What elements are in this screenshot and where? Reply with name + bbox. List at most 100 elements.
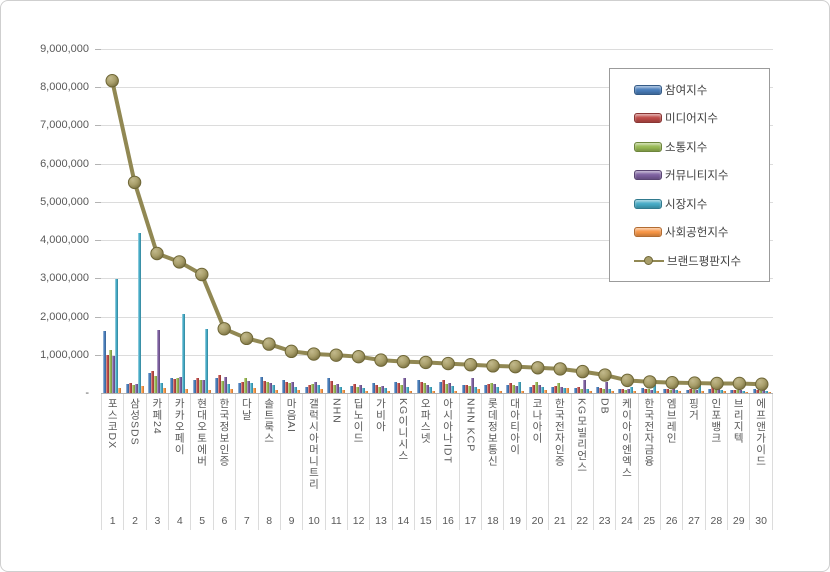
line-marker-24 — [620, 373, 635, 388]
bar-소통지수-6 — [221, 380, 225, 393]
bar-미디어지수-7 — [240, 381, 244, 393]
bar-시장지수-30 — [764, 391, 768, 393]
bar-사회공헌지수-7 — [252, 388, 256, 393]
category-label: NHN KCP — [464, 398, 477, 453]
bar-시장지수-16 — [451, 386, 455, 393]
bar-참여지수-18 — [484, 385, 487, 393]
bar-시장지수-28 — [720, 389, 723, 393]
line-marker-26 — [665, 375, 679, 390]
bar-시장지수-20 — [540, 387, 544, 393]
bar-소통지수-18 — [490, 383, 493, 393]
bar-미디어지수-23 — [599, 388, 602, 393]
category-rank: 26 — [665, 515, 678, 527]
legend-swatch — [634, 113, 662, 123]
line-marker-28 — [710, 376, 724, 391]
category-cell-30: 에프앤가이드 30 — [749, 394, 773, 530]
category-cell-22: KG모빌리언스 22 — [570, 394, 593, 530]
bar-시장지수-25 — [652, 385, 656, 393]
bar-시장지수-11 — [339, 387, 343, 393]
bar-미디어지수-15 — [419, 381, 423, 393]
gridline — [101, 240, 773, 242]
line-marker-17 — [463, 358, 478, 372]
bar-커뮤니티지수-15 — [425, 384, 429, 393]
category-cell-14: KG이니시스 14 — [391, 394, 415, 530]
bar-미디어지수-16 — [442, 380, 446, 393]
bar-시장지수-21 — [563, 388, 567, 393]
category-label: 가비아 — [374, 398, 387, 433]
legend-label: 커뮤니티지수 — [665, 170, 729, 182]
bar-커뮤니티지수-6 — [224, 376, 228, 393]
line-marker-7 — [239, 331, 254, 346]
category-rank: 6 — [221, 515, 228, 527]
y-axis-zero-label: - — [85, 387, 89, 399]
category-label: 에프앤가이드 — [754, 398, 767, 467]
category-label: 갤럭시아머니트리 — [307, 398, 320, 490]
bar-참여지수-7 — [237, 382, 241, 393]
bar-참여지수-24 — [618, 389, 622, 393]
category-rank: 29 — [732, 515, 745, 527]
category-label: 코나아이 — [531, 398, 543, 444]
legend-swatch — [634, 141, 662, 152]
bar-미디어지수-12 — [352, 383, 356, 393]
bar-참여지수-26 — [663, 389, 667, 393]
bar-미디어지수-19 — [509, 383, 513, 393]
category-rank: 23 — [598, 515, 611, 527]
bar-사회공헌지수-5 — [207, 389, 211, 393]
bar-미디어지수-29 — [733, 389, 737, 393]
category-rank: 27 — [688, 515, 700, 527]
bar-사회공헌지수-3 — [163, 387, 166, 393]
category-label: NHN — [330, 398, 343, 424]
line-marker-25 — [643, 375, 657, 389]
y-axis-tick — [95, 278, 101, 280]
bar-커뮤니티지수-3 — [157, 329, 160, 393]
bar-미디어지수-11 — [330, 380, 334, 393]
category-cell-19: 대아티아이 19 — [503, 394, 526, 530]
bar-미디어지수-26 — [666, 388, 670, 393]
bar-참여지수-8 — [260, 376, 263, 393]
category-rank: 7 — [243, 515, 250, 527]
bar-커뮤니티지수-28 — [717, 389, 720, 393]
y-axis-label: 5,000,000 — [40, 195, 89, 208]
y-axis-label: 4,000,000 — [40, 234, 89, 247]
line-marker-22 — [575, 364, 590, 379]
bar-사회공헌지수-17 — [476, 389, 480, 393]
category-rank: 24 — [621, 515, 633, 527]
y-axis-tick — [95, 49, 101, 50]
category-rank: 1 — [109, 515, 116, 527]
legend-swatch — [634, 198, 662, 209]
bar-시장지수-19 — [518, 381, 522, 393]
category-cell-2: 삼성SDS 2 — [123, 394, 146, 530]
bar-커뮤니티지수-14 — [403, 377, 407, 393]
category-label: 삼성SDS — [128, 398, 141, 446]
bar-소통지수-10 — [310, 384, 314, 393]
bar-시장지수-17 — [473, 387, 477, 393]
bar-사회공헌지수-19 — [521, 390, 525, 393]
bar-참여지수-3 — [148, 372, 151, 393]
category-label: 핑거 — [687, 398, 700, 421]
line-marker-20 — [531, 361, 545, 375]
y-axis-tick — [95, 354, 101, 356]
bar-미디어지수-27 — [688, 389, 692, 393]
category-rank: 28 — [710, 515, 723, 527]
bar-시장지수-24 — [630, 386, 634, 393]
y-axis-tick — [95, 316, 101, 318]
category-rank: 10 — [308, 515, 320, 527]
category-label: 카카오페이 — [173, 398, 186, 456]
gridline — [101, 49, 773, 50]
category-rank: 25 — [643, 515, 656, 527]
legend-label: 시장지수 — [665, 198, 708, 211]
bar-시장지수-3 — [160, 383, 163, 393]
bar-소통지수-1 — [109, 350, 113, 393]
legend-label: 미디어지수 — [665, 113, 718, 125]
bar-시장지수-13 — [384, 388, 387, 393]
y-axis-label: 7,000,000 — [40, 119, 89, 132]
category-cell-11: NHN 11 — [324, 394, 347, 530]
bar-사회공헌지수-11 — [342, 389, 346, 393]
bar-미디어지수-2 — [128, 383, 132, 393]
bar-참여지수-2 — [125, 384, 129, 393]
category-cell-15: 오파스넷 15 — [414, 394, 437, 530]
bar-참여지수-1 — [103, 331, 107, 393]
category-cell-4: 카카오페이 4 — [168, 394, 191, 530]
category-cell-24: 케이아이엔엑스 24 — [615, 394, 638, 530]
bar-사회공헌지수-13 — [387, 390, 390, 393]
